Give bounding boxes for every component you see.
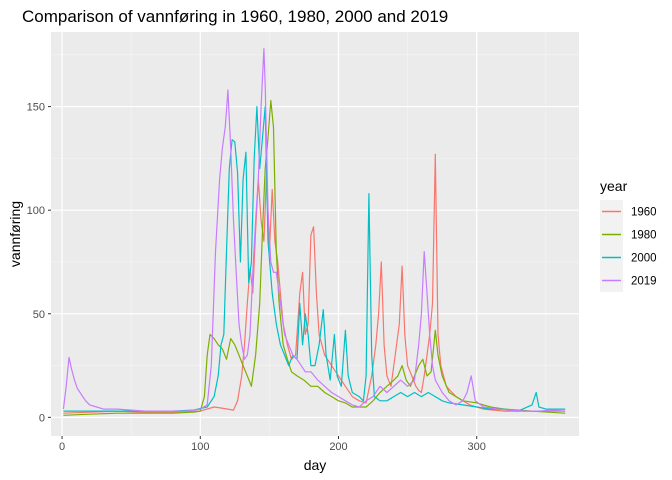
legend-label: 2000 <box>631 253 657 265</box>
series-line-1980 <box>63 99 566 416</box>
series-layer <box>62 48 566 416</box>
legend-label: 1960 <box>631 207 657 219</box>
plot-panel <box>51 32 579 436</box>
x-axis-title: day <box>304 457 327 473</box>
legend-label: 1980 <box>631 230 657 242</box>
x-axis: 0 100 200 300 <box>59 436 486 453</box>
x-tick-label: 300 <box>468 441 486 453</box>
grid-major <box>51 32 579 436</box>
legend: year 1960 1980 2000 2019 <box>600 178 657 292</box>
x-tick-label: 0 <box>59 441 65 453</box>
legend-label: 2019 <box>631 276 657 288</box>
y-tick-label: 100 <box>27 205 45 217</box>
y-tick-label: 50 <box>33 309 45 321</box>
y-axis-title: vannføring <box>7 201 23 267</box>
legend-title: year <box>600 178 628 194</box>
y-tick-label: 0 <box>39 412 45 424</box>
series-line-2019 <box>62 48 566 412</box>
chart-title: Comparison of vannføring in 1960, 1980, … <box>22 7 448 26</box>
y-axis: 0 50 100 150 <box>27 102 51 424</box>
x-tick-label: 100 <box>191 441 209 453</box>
x-tick-label: 200 <box>329 441 347 453</box>
series-line-1960 <box>63 153 566 414</box>
y-tick-label: 150 <box>27 102 45 114</box>
